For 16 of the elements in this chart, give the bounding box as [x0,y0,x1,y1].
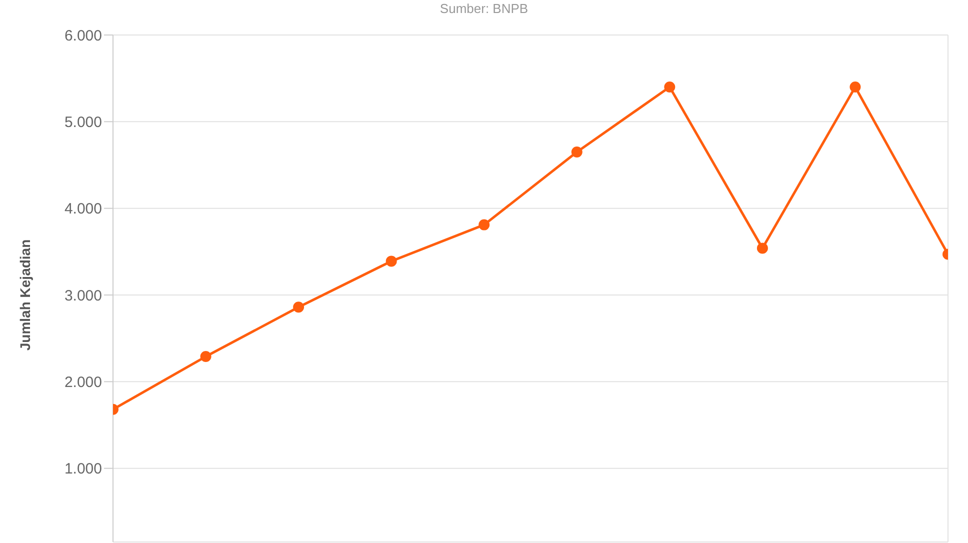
y-tick-label: 5.000 [64,114,102,131]
point [200,351,212,362]
point [850,82,861,92]
y-tick-label: 1.000 [64,460,102,478]
y-tick-label: 4.000 [64,200,102,218]
text: Sumber: BNPB [438,1,530,16]
y-tick-label: 6.000 [64,27,102,44]
point [571,146,582,158]
y-axis-title: Jumlah Kejadian [17,239,33,351]
point [293,302,304,313]
point [756,242,768,254]
point [664,82,676,92]
y-tick-label: 3.000 [64,287,102,304]
y-tick-label: 2.000 [64,374,102,391]
point [386,256,397,267]
point [478,219,490,230]
